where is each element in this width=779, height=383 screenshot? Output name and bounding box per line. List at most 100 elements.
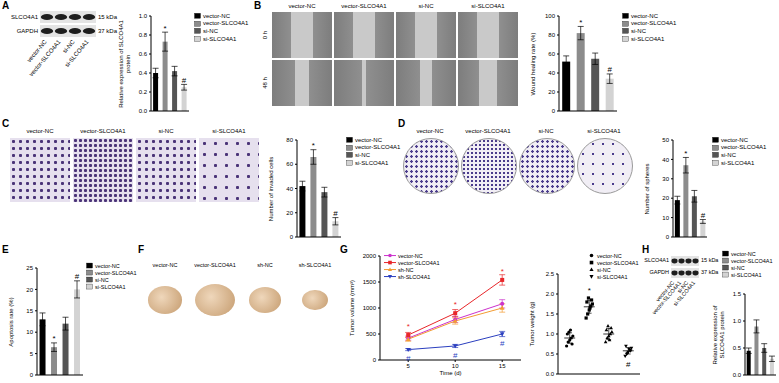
svg-text:vector-SLCO4A1: vector-SLCO4A1 [28, 38, 62, 77]
svg-text:si-NC: si-NC [61, 38, 76, 55]
html-text:vector-SLCO4A1: vector-SLCO4A1 [203, 20, 249, 27]
svg-text:#: # [75, 272, 80, 281]
svg-text:SLCO4A1: SLCO4A1 [644, 257, 669, 263]
svg-text:0.0: 0.0 [733, 372, 742, 378]
svg-text:2.0: 2.0 [546, 291, 555, 297]
svg-text:15: 15 [26, 308, 33, 314]
svg-text:15 kDa: 15 kDa [701, 257, 719, 263]
svg-text:0.4: 0.4 [139, 70, 148, 76]
svg-text:5: 5 [30, 351, 34, 357]
svg-text:20: 20 [548, 89, 555, 95]
svg-text:*: * [407, 322, 410, 331]
svg-text:0: 0 [373, 357, 377, 363]
svg-text:si-NC: si-NC [675, 279, 690, 295]
svg-text:10: 10 [662, 215, 669, 221]
html-text:C: C [2, 118, 10, 129]
svg-text:10: 10 [452, 363, 459, 369]
html-text:A: A [2, 0, 10, 11]
svg-text:25: 25 [26, 265, 33, 271]
svg-text:GAPDH: GAPDH [17, 28, 38, 34]
svg-text:20: 20 [662, 195, 669, 201]
svg-text:*: * [164, 24, 167, 33]
svg-text:0.0: 0.0 [546, 371, 555, 377]
svg-text:30: 30 [662, 176, 669, 182]
svg-text:0: 0 [552, 108, 556, 114]
svg-text:si-SLCO4A1: si-SLCO4A1 [672, 280, 696, 307]
html-text:F: F [138, 244, 145, 255]
svg-text:0: 0 [30, 372, 34, 378]
svg-text:*: * [684, 149, 687, 158]
svg-text:vector-NC: vector-NC [654, 279, 676, 303]
svg-text:37 kDa: 37 kDa [98, 28, 118, 34]
svg-text:*: * [588, 286, 591, 295]
svg-text:2000: 2000 [363, 253, 377, 259]
html-text:B: B [254, 0, 262, 11]
html-text:vector-SLCO4A1: vector-SLCO4A1 [631, 20, 677, 27]
svg-text:500: 500 [366, 331, 377, 337]
svg-text:1.5: 1.5 [546, 311, 555, 317]
html-text:Wound healing rate (%): Wound healing rate (%) [529, 32, 536, 95]
svg-text:vector-NC: vector-NC [25, 38, 48, 64]
svg-text:0.6: 0.6 [139, 51, 148, 57]
html-text:H: H [642, 244, 650, 255]
svg-text:vector-SLCO4A1: vector-SLCO4A1 [650, 279, 683, 316]
html-text:D: D [398, 118, 406, 129]
svg-text:20: 20 [26, 287, 33, 293]
svg-text:1.5: 1.5 [733, 291, 742, 297]
svg-text:SLCO4A1: SLCO4A1 [11, 14, 39, 20]
svg-text:#: # [406, 354, 411, 363]
svg-text:1.0: 1.0 [139, 13, 148, 19]
svg-text:#: # [500, 339, 505, 348]
svg-text:1.0: 1.0 [733, 318, 742, 324]
svg-text:100: 100 [545, 13, 556, 19]
svg-text:40: 40 [662, 157, 669, 163]
html-text:G: G [340, 244, 348, 255]
svg-text:10: 10 [26, 329, 33, 335]
html-text:48 h: 48 h [261, 77, 268, 89]
svg-text:20: 20 [286, 210, 293, 216]
svg-text:40: 40 [286, 186, 293, 192]
svg-text:5: 5 [407, 363, 411, 369]
svg-text:*: * [312, 141, 315, 150]
svg-text:#: # [453, 351, 458, 360]
html-text:si-SLCO4A1: si-SLCO4A1 [631, 35, 665, 42]
svg-text:0.0: 0.0 [139, 108, 148, 114]
svg-text:40: 40 [548, 70, 555, 76]
svg-text:0: 0 [290, 234, 294, 240]
svg-text:1500: 1500 [363, 279, 377, 285]
svg-text:#: # [701, 211, 706, 220]
html-text:E: E [2, 244, 9, 255]
svg-text:60: 60 [286, 161, 293, 167]
svg-text:#: # [182, 76, 187, 85]
svg-text:1.0: 1.0 [546, 331, 555, 337]
svg-text:0.5: 0.5 [546, 351, 555, 357]
svg-text:#: # [626, 360, 631, 369]
svg-text:0.5: 0.5 [733, 345, 742, 351]
svg-text:*: * [52, 334, 55, 343]
html-text:0 h: 0 h [261, 30, 268, 40]
svg-text:#: # [333, 209, 338, 218]
svg-text:80: 80 [548, 32, 555, 38]
svg-text:*: * [579, 18, 582, 27]
svg-text:60: 60 [548, 51, 555, 57]
html-text:vector-NC: vector-NC [203, 12, 230, 19]
svg-text:0.8: 0.8 [139, 32, 148, 38]
html-text:vector-NC: vector-NC [631, 12, 658, 19]
html-text:Relative expression of SLCO4A1: Relative expression of SLCO4A1 protein [117, 19, 131, 108]
svg-text:15 kDa: 15 kDa [98, 14, 118, 20]
html-text:Relative expression of SLCO4A1: Relative expression of SLCO4A1 protein [711, 305, 725, 364]
svg-text:37 kDa: 37 kDa [701, 269, 719, 275]
svg-text:#: # [607, 65, 612, 74]
svg-text:15: 15 [499, 363, 506, 369]
svg-text:si-SLCO4A1: si-SLCO4A1 [64, 38, 90, 68]
svg-text:*: * [454, 300, 457, 309]
svg-text:0.2: 0.2 [139, 89, 148, 95]
svg-text:80: 80 [286, 137, 293, 143]
html-text:si-SLCO4A1: si-SLCO4A1 [203, 35, 237, 42]
svg-text:GAPDH: GAPDH [649, 269, 669, 275]
svg-text:0: 0 [666, 234, 670, 240]
svg-text:2.5: 2.5 [546, 271, 555, 277]
svg-text:1000: 1000 [363, 305, 377, 311]
svg-text:50: 50 [662, 137, 669, 143]
svg-text:*: * [501, 267, 504, 276]
